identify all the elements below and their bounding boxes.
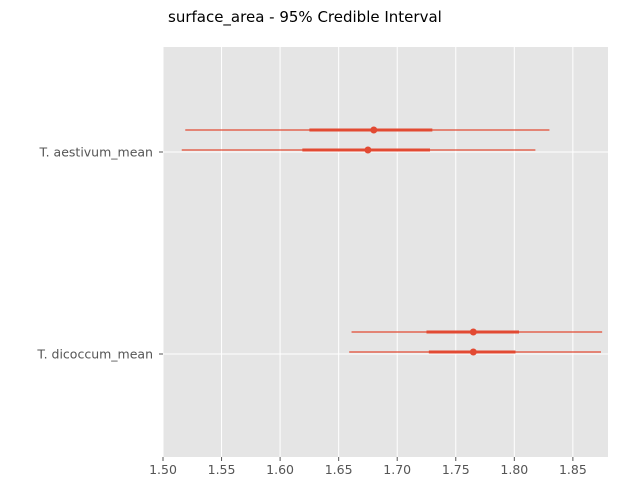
x-tick-label: 1.85 [559,462,587,477]
x-axis-ticks: 1.50 1.55 1.60 1.65 1.70 1.75 1.80 1.85 [149,457,587,477]
chart-title: surface_area - 95% Credible Interval [168,8,442,26]
x-tick-label: 1.60 [266,462,294,477]
y-category-label: T. aestivum_mean [38,145,153,160]
y-category-label: T. dicoccum_mean [36,347,153,362]
x-tick-label: 1.65 [325,462,353,477]
interval-chain [351,328,603,336]
plot-background [163,47,608,457]
interval-marks [181,126,603,356]
mean-point [469,348,477,356]
interval-chain [181,146,536,154]
x-tick-label: 1.80 [500,462,528,477]
mean-point [469,328,477,336]
x-tick-label: 1.50 [149,462,177,477]
interval-chain [185,126,550,134]
y-axis-labels: T. aestivum_mean T. dicoccum_mean [36,145,163,362]
grid-lines [162,47,608,457]
interval-chain [349,348,601,356]
mean-point [370,126,378,134]
x-tick-label: 1.70 [383,462,411,477]
x-tick-label: 1.75 [442,462,470,477]
mean-point [364,146,372,154]
x-tick-label: 1.55 [208,462,236,477]
